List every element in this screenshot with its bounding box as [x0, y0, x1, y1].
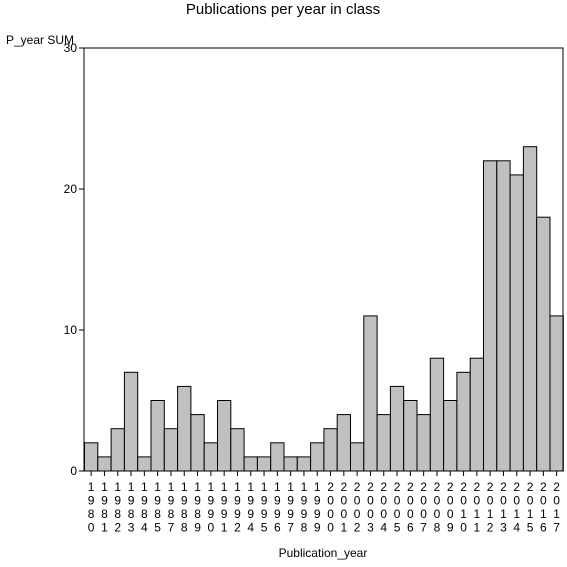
y-tick-label-30: 30 — [64, 41, 78, 55]
bar-2005 — [389, 385, 405, 472]
bar-2011 — [469, 357, 485, 472]
bar-1982 — [110, 428, 125, 472]
x-axis: 1 9 8 0 1 9 8 1 1 9 8 2 1 9 8 3 1 9 8 4 1 9 8 5 1 9 8 7 1 9 8 8 1 9 8 9 1 9 9 0… — [88, 471, 560, 535]
bar-2015 — [522, 146, 538, 472]
y-axis-label: P_year SUM — [6, 33, 74, 47]
bar-2009 — [443, 400, 458, 472]
bar-2002 — [350, 442, 365, 472]
y-tick-label-0: 0 — [70, 464, 77, 478]
bar-2014 — [509, 174, 524, 472]
plot-frame — [83, 47, 564, 472]
bar-1997 — [283, 456, 298, 472]
bar-1992 — [230, 428, 245, 472]
bar-1990 — [203, 442, 218, 472]
chart-title: Publications per year in class — [186, 1, 380, 18]
y-axis: 0 10 20 30 — [64, 41, 84, 478]
bar-1980 — [84, 442, 99, 472]
bar-2016 — [536, 216, 551, 472]
bar-1983 — [123, 371, 139, 472]
bar-1985 — [150, 400, 165, 472]
bar-1996 — [270, 442, 285, 472]
bars-layer — [84, 146, 564, 472]
bar-1984 — [137, 456, 152, 472]
bar-2017 — [549, 315, 564, 472]
bar-2012 — [483, 160, 498, 472]
bar-1987 — [163, 428, 179, 472]
y-tick-label-20: 20 — [64, 182, 78, 196]
bar-2000 — [323, 428, 338, 472]
bar-2007 — [416, 414, 431, 472]
bar-2001 — [336, 414, 352, 472]
bar-1999 — [310, 442, 325, 472]
bar-1995 — [256, 456, 272, 472]
bar-2004 — [376, 414, 391, 472]
bar-1989 — [190, 414, 205, 472]
bar-1981 — [97, 456, 112, 472]
y-tick-label-10: 10 — [64, 323, 78, 337]
bar-2010 — [456, 371, 471, 472]
bar-2003 — [363, 315, 378, 472]
bar-2013 — [496, 160, 511, 472]
bar-1991 — [217, 400, 232, 472]
bar-1998 — [296, 456, 312, 472]
bar-2006 — [403, 400, 418, 472]
bar-1994 — [243, 456, 258, 472]
bar-2008 — [429, 357, 445, 472]
x-axis-label: Publication_year — [279, 546, 368, 560]
bar-1988 — [177, 385, 192, 472]
